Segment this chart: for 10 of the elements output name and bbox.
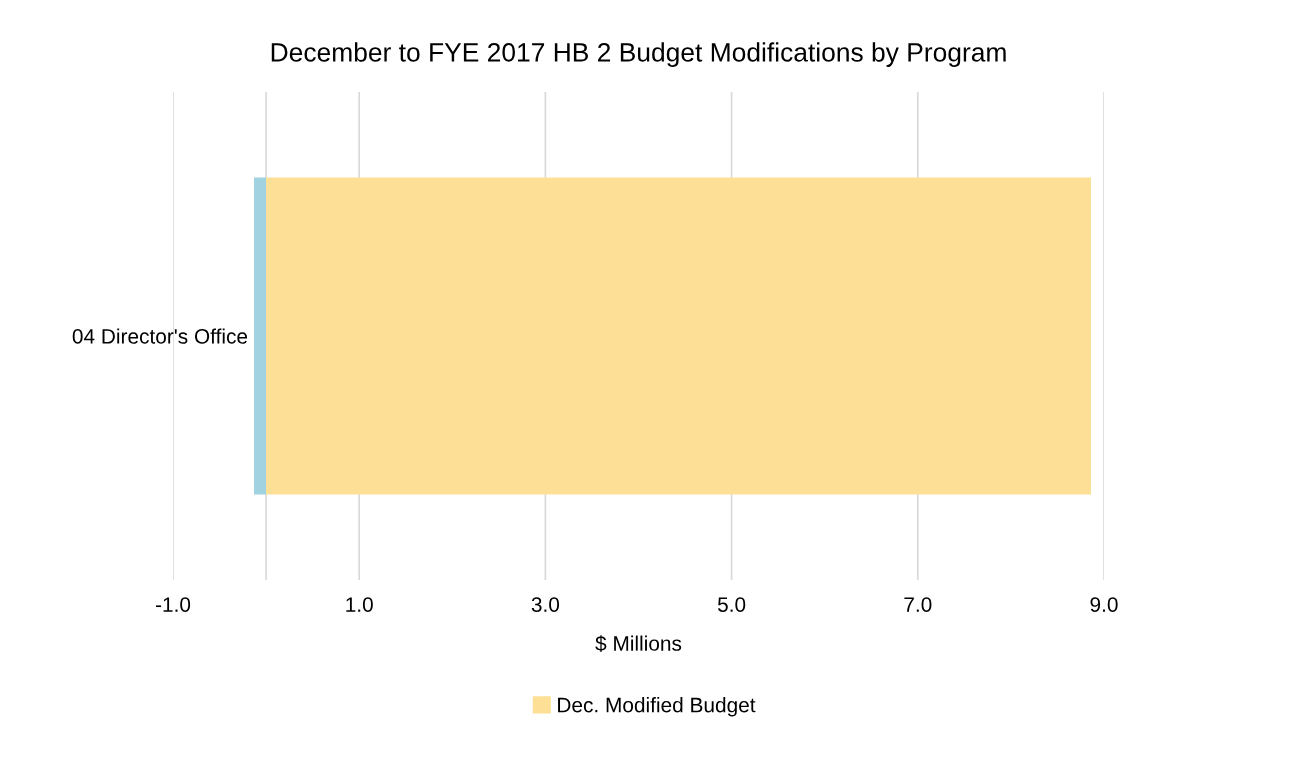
chart-title: December to FYE 2017 HB 2 Budget Modifications by Program — [271, 42, 1006, 67]
x-tick-label: 9.0 — [1090, 597, 1118, 612]
x-tick-label: 3.0 — [531, 597, 560, 612]
x-tick-label: 7.0 — [904, 597, 932, 612]
legend-label: Dec. Modified Budget — [558, 697, 756, 717]
x-tick-label: 1.0 — [346, 597, 373, 612]
x-tick-label: 5.0 — [717, 597, 746, 612]
x-tick-label: -1.0 — [155, 597, 191, 612]
x-axis-title: $ Millions — [595, 635, 682, 653]
y-tick-label: 04 Director's Office — [72, 328, 248, 344]
